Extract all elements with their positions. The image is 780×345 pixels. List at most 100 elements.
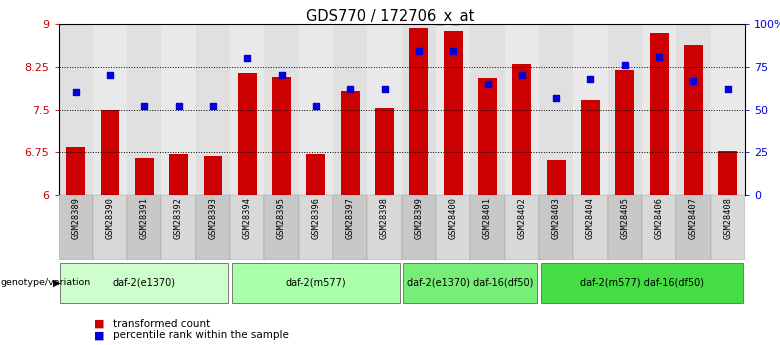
Text: GSM28395: GSM28395 [277, 197, 286, 239]
Text: GSM28401: GSM28401 [483, 197, 492, 239]
Bar [367, 24, 402, 195]
Bar [676, 195, 711, 260]
Text: GSM28399: GSM28399 [414, 197, 424, 239]
Text: GSM28393: GSM28393 [208, 197, 218, 239]
Text: GSM28404: GSM28404 [586, 197, 595, 239]
Bar [436, 24, 470, 195]
Bar [230, 24, 264, 195]
Point [722, 86, 734, 92]
Bar [101, 109, 119, 195]
Bar [230, 195, 264, 260]
Bar [127, 24, 161, 195]
Point [687, 78, 700, 83]
Bar [512, 64, 531, 195]
Point [275, 72, 288, 78]
Bar [402, 195, 436, 260]
Bar [333, 195, 367, 260]
Point [138, 104, 151, 109]
Text: GSM28402: GSM28402 [517, 197, 526, 239]
FancyBboxPatch shape [232, 263, 400, 303]
Text: GSM28397: GSM28397 [346, 197, 355, 239]
FancyBboxPatch shape [541, 263, 743, 303]
Bar [93, 195, 127, 260]
Text: GDS770 / 172706_x_at: GDS770 / 172706_x_at [306, 9, 474, 25]
Text: GSM28405: GSM28405 [620, 197, 629, 239]
Bar [333, 24, 367, 195]
Bar [127, 195, 161, 260]
Point [584, 76, 597, 81]
Text: GSM28398: GSM28398 [380, 197, 389, 239]
Point [516, 72, 528, 78]
Point [69, 90, 82, 95]
Text: daf-2(m577) daf-16(df50): daf-2(m577) daf-16(df50) [580, 277, 704, 287]
Point [207, 104, 219, 109]
Bar [402, 24, 436, 195]
Bar [608, 24, 642, 195]
FancyBboxPatch shape [403, 263, 537, 303]
Bar [642, 195, 676, 260]
Bar [539, 195, 573, 260]
Bar [93, 24, 127, 195]
Bar [547, 160, 566, 195]
Point [481, 81, 494, 87]
Text: GSM28400: GSM28400 [448, 197, 458, 239]
Bar [204, 156, 222, 195]
Bar [470, 24, 505, 195]
Text: GSM28392: GSM28392 [174, 197, 183, 239]
Bar [410, 28, 428, 195]
Text: percentile rank within the sample: percentile rank within the sample [113, 331, 289, 340]
Bar [718, 151, 737, 195]
Text: GSM28403: GSM28403 [551, 197, 561, 239]
Text: GSM28390: GSM28390 [105, 197, 115, 239]
Text: GSM28396: GSM28396 [311, 197, 321, 239]
Bar [505, 24, 539, 195]
Bar [66, 147, 85, 195]
Point [310, 104, 322, 109]
Bar [650, 33, 668, 195]
Text: GSM28394: GSM28394 [243, 197, 252, 239]
Point [378, 86, 391, 92]
Bar [161, 24, 196, 195]
Bar [470, 195, 505, 260]
Bar [272, 77, 291, 195]
Bar [169, 154, 188, 195]
Point [241, 56, 254, 61]
Bar [615, 70, 634, 195]
Text: ▶: ▶ [53, 278, 61, 288]
Text: GSM28406: GSM28406 [654, 197, 664, 239]
Point [104, 72, 116, 78]
Bar [505, 195, 539, 260]
Text: daf-2(e1370) daf-16(df50): daf-2(e1370) daf-16(df50) [407, 277, 534, 287]
Bar [307, 154, 325, 195]
Bar [478, 78, 497, 195]
Text: GSM28408: GSM28408 [723, 197, 732, 239]
Bar [264, 24, 299, 195]
Bar [676, 24, 711, 195]
Text: daf-2(m577): daf-2(m577) [285, 277, 346, 287]
Bar [58, 24, 93, 195]
Bar [581, 100, 600, 195]
Bar [341, 91, 360, 195]
Bar [539, 24, 573, 195]
Bar [264, 195, 299, 260]
Text: ■: ■ [94, 331, 104, 340]
Bar [444, 31, 463, 195]
Text: ■: ■ [94, 319, 104, 328]
Bar [161, 195, 196, 260]
Text: genotype/variation: genotype/variation [1, 278, 91, 287]
Point [172, 104, 185, 109]
Bar [238, 72, 257, 195]
Bar [58, 195, 93, 260]
Bar [608, 195, 642, 260]
Point [550, 95, 562, 100]
Bar [642, 24, 676, 195]
Point [619, 62, 631, 68]
Point [413, 49, 425, 54]
Bar [573, 24, 608, 195]
Bar [367, 195, 402, 260]
FancyBboxPatch shape [60, 263, 229, 303]
Bar [711, 195, 745, 260]
Text: GSM28391: GSM28391 [140, 197, 149, 239]
Bar [436, 195, 470, 260]
Bar [299, 24, 333, 195]
